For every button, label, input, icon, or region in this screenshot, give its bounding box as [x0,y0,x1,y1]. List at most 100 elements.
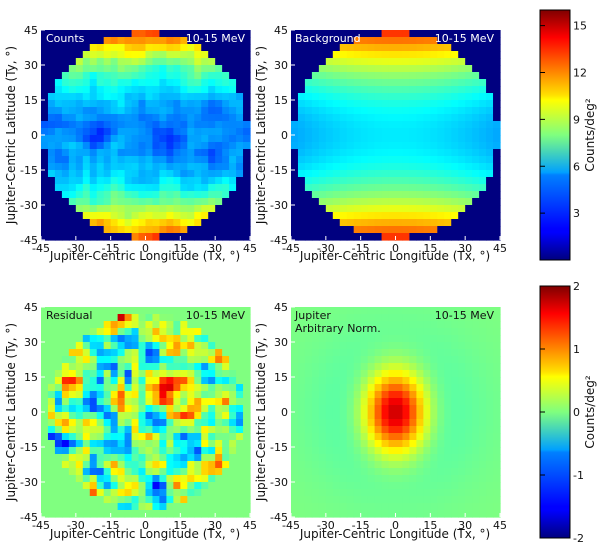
heatmap-cell [325,412,334,420]
heatmap-cell [229,149,237,157]
heatmap-cell [374,58,383,66]
heatmap-cell [493,335,501,343]
heatmap-cell [353,156,362,164]
heatmap-cell [291,384,299,392]
heatmap-cell [367,440,376,448]
heatmap-cell [423,226,431,234]
heatmap-cell [131,454,140,462]
heatmap-cell [215,114,223,122]
heatmap-cell [75,419,84,427]
heatmap-cell [173,433,181,441]
heatmap-cell [187,510,195,518]
heatmap-cell [96,377,105,385]
heatmap-cell [479,412,487,420]
heatmap-cell [416,198,424,206]
heatmap-cell [423,496,431,504]
heatmap-cell [409,233,417,241]
heatmap-cell [402,58,411,66]
heatmap-cell [291,93,299,101]
heatmap-cell [145,100,154,108]
heatmap-cell [75,177,84,185]
heatmap-cell [367,135,376,143]
heatmap-cell [201,100,209,108]
heatmap-cell [465,489,473,497]
heatmap-cell [103,377,112,385]
heatmap-cell [423,219,431,227]
heatmap-cell [486,363,494,371]
heatmap-cell [229,114,237,122]
heatmap-cell [486,219,494,227]
heatmap-cell [103,447,112,455]
heatmap-cell [416,496,424,504]
heatmap-cell [47,30,56,38]
heatmap-cell [61,177,70,185]
heatmap-cell [437,135,445,143]
heatmap-cell [388,205,397,213]
heatmap-cell [47,314,56,322]
heatmap-cell [402,321,411,329]
heatmap-cell [318,377,327,385]
heatmap-cell [173,412,181,420]
heatmap-cell [229,142,237,150]
panel-counts-xticks: -45 -30 -15 0 15 30 45 [32,236,257,255]
heatmap-cell [472,349,480,357]
heatmap-cell [152,149,161,157]
heatmap-cell [493,128,501,136]
heatmap-cell [187,482,195,490]
heatmap-cell [339,412,348,420]
heatmap-cell [201,177,209,185]
heatmap-cell [291,482,299,490]
heatmap-cell [243,100,251,108]
heatmap-cell [117,156,126,164]
heatmap-cell [166,510,174,518]
heatmap-cell [297,468,306,476]
heatmap-cell [346,114,355,122]
heatmap-cell [131,307,140,315]
heatmap-cell [458,86,466,94]
heatmap-cell [68,184,77,192]
heatmap-cell [472,496,480,504]
heatmap-cell [360,177,369,185]
heatmap-cell [166,461,174,469]
heatmap-cell [325,426,334,434]
heatmap-cell [138,51,147,59]
heatmap-cell [444,121,452,129]
heatmap-cell [89,510,98,518]
heatmap-cell [173,405,181,413]
heatmap-cell [229,226,237,234]
heatmap-cell [402,370,411,378]
heatmap-cell [208,489,216,497]
heatmap-cell [360,79,369,87]
heatmap-cell [374,307,383,315]
heatmap-cell [388,377,397,385]
heatmap-cell [339,363,348,371]
heatmap-cell [236,461,244,469]
heatmap-cell [75,149,84,157]
heatmap-cell [458,356,466,364]
heatmap-cell [117,233,126,241]
panel-residual-ylabel: Jupiter-Centric Latitude (Ty, °) [4,323,18,502]
heatmap-cell [166,100,174,108]
heatmap-cell [416,65,424,73]
heatmap-cell [311,489,320,497]
heatmap-cell [458,307,466,315]
heatmap-cell [159,489,167,497]
heatmap-cell [486,412,494,420]
heatmap-cell [465,482,473,490]
heatmap-cell [194,177,202,185]
heatmap-cell [173,496,181,504]
heatmap-cell [89,51,98,59]
heatmap-cell [318,65,327,73]
heatmap-cell [437,191,445,199]
heatmap-cell [110,212,119,220]
heatmap-cell [318,468,327,476]
heatmap-cell [68,440,77,448]
heatmap-cell [346,191,355,199]
heatmap-cell [159,321,167,329]
heatmap-cell [201,356,209,364]
heatmap-cell [145,128,154,136]
heatmap-cell [360,65,369,73]
heatmap-cell [332,212,341,220]
heatmap-cell [82,212,91,220]
heatmap-cell [304,419,313,427]
